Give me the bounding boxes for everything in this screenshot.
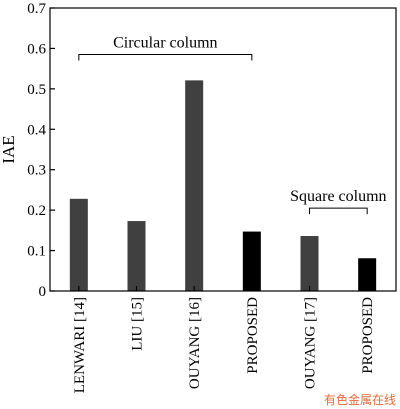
bar (69, 198, 88, 291)
bar (300, 236, 319, 291)
plot-frame (49, 7, 397, 292)
bar (185, 80, 204, 291)
bar (358, 258, 377, 291)
y-tick-label: 0.6 (27, 41, 46, 57)
x-axis-labels: LENWARI [14] LIU [15] OUYANG [16] PROPOSED O… (72, 286, 376, 393)
group-label: Circular column (113, 34, 217, 51)
y-tick-label: 0 (39, 284, 47, 300)
category-label: OUYANG [17] (303, 297, 319, 389)
group-label: Square column (290, 188, 386, 205)
y-tick-label: 0.7 (27, 1, 46, 17)
y-tick-label: 0.2 (27, 203, 46, 219)
bar (242, 231, 261, 291)
category-label: PROPOSED (245, 297, 261, 374)
watermark: 有色金属在线 (324, 392, 396, 407)
y-tick-label: 0.1 (27, 244, 46, 260)
y-tick-label: 0.4 (27, 122, 46, 138)
category-label: OUYANG [16] (187, 297, 203, 389)
group-bracket (309, 207, 368, 215)
bar (127, 221, 146, 291)
group-annotations: Circular column Square column (78, 34, 387, 215)
category-label: LENWARI [14] (72, 297, 88, 393)
y-tick-label: 0.5 (27, 82, 46, 98)
group-bracket (78, 53, 253, 61)
category-label: LIU [15] (130, 297, 146, 351)
bars (69, 80, 377, 291)
y-tick-label: 0.3 (27, 163, 46, 179)
y-axis-label: IAE (0, 135, 18, 163)
y-axis-ticks: 0 0.1 0.2 0.3 0.4 0.5 0.6 0.7 (27, 1, 55, 300)
category-label: PROPOSED (360, 297, 376, 374)
